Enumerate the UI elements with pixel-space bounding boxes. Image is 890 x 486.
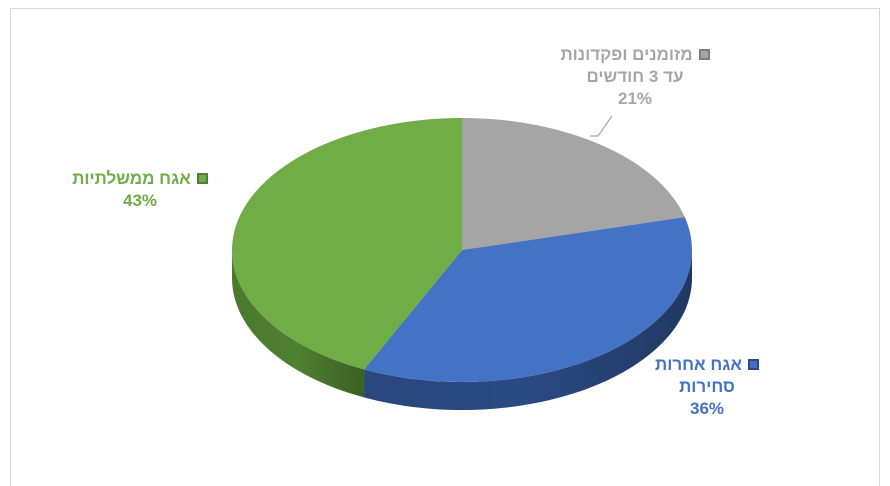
pie-slice-cash xyxy=(462,118,685,250)
slice-percent: 21% xyxy=(617,89,653,108)
legend-marker-icon xyxy=(748,359,759,370)
pie-side-shade xyxy=(364,250,692,410)
pie-tops xyxy=(232,118,692,382)
pie-sides xyxy=(231,250,692,410)
pie-side-shade xyxy=(231,250,365,398)
legend-marker-icon xyxy=(196,173,208,184)
leader-line-cash xyxy=(590,115,613,137)
pie-slice-other-bonds xyxy=(364,217,692,382)
slice-label-line: אגח אחרות xyxy=(655,355,742,374)
chart-frame xyxy=(10,8,880,486)
pie-slice-gov-bonds xyxy=(232,118,462,370)
slice-label-line: אגח ממשלתיות xyxy=(72,169,191,188)
slice-label-line: סחירות xyxy=(679,377,735,396)
slice-label-other-bonds: אגח אחרות סחירות 36% xyxy=(632,354,782,420)
legend-marker-icon xyxy=(698,49,710,60)
slice-label-line: מזומנים ופקדונות xyxy=(560,45,693,64)
slice-label-line: עד 3 חודשים xyxy=(586,67,684,86)
slice-label-gov-bonds: אגח ממשלתיות 43% xyxy=(40,168,240,212)
slice-label-cash: מזומנים ופקדונות עד 3 חודשים 21% xyxy=(520,44,750,110)
slice-percent: 43% xyxy=(122,191,158,210)
slice-percent: 36% xyxy=(689,399,725,418)
